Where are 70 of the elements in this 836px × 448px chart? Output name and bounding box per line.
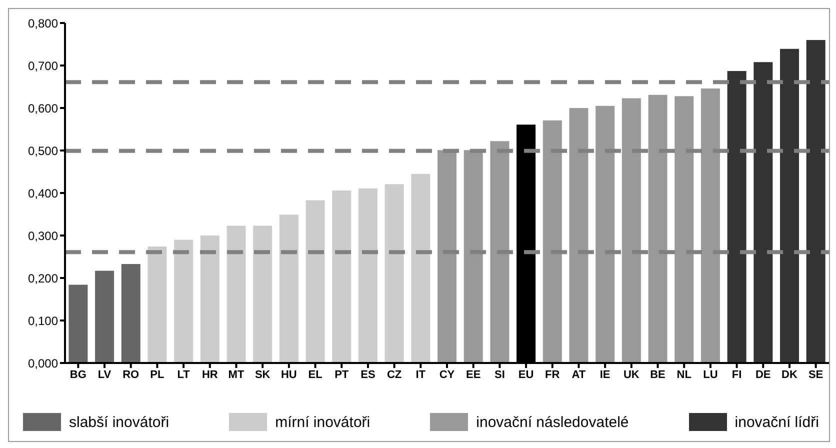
x-tick-label: PL <box>150 368 165 381</box>
bar <box>727 71 746 363</box>
legend-label: slabší inovátoři <box>69 414 170 430</box>
y-tick-label: 0,800 <box>28 16 58 30</box>
y-tick-label: 0,500 <box>28 144 58 158</box>
x-tick-label: EL <box>308 368 323 381</box>
legend-label: inovační následovatelé <box>476 414 629 430</box>
bar <box>384 184 404 363</box>
x-tick-label: BG <box>70 368 86 381</box>
x-tick-label: ES <box>360 368 376 381</box>
x-tick-label: PT <box>334 368 349 381</box>
x-tick-label: DK <box>782 368 798 381</box>
bar <box>648 94 668 363</box>
bar <box>253 226 272 363</box>
x-tick-label: LV <box>98 368 112 381</box>
x-tick-label: BE <box>650 368 666 381</box>
bar <box>780 48 799 363</box>
bar <box>674 96 694 363</box>
x-tick-label: EE <box>466 368 481 381</box>
bar <box>490 141 510 363</box>
y-tick-label: 0,000 <box>28 356 58 370</box>
x-tick-label: SK <box>254 368 270 381</box>
bar <box>622 98 641 363</box>
x-tick-label: IE <box>600 368 610 381</box>
x-tick-label: SI <box>494 368 505 381</box>
x-tick-label: EU <box>518 368 534 381</box>
bar <box>148 246 167 363</box>
bar <box>754 62 773 363</box>
bar <box>121 264 140 363</box>
bar <box>200 236 220 363</box>
x-tick-label: UK <box>623 368 640 381</box>
x-tick-label: CZ <box>386 368 402 381</box>
bar <box>68 284 88 363</box>
x-tick-label: NL <box>676 368 692 381</box>
x-tick-label: FI <box>732 368 742 381</box>
x-tick-label: SE <box>808 368 824 381</box>
bar <box>332 190 352 363</box>
y-tick-label: 0,100 <box>28 314 58 328</box>
y-tick-label: 0,200 <box>28 271 58 286</box>
bar <box>806 40 826 363</box>
x-tick-label: MT <box>228 368 244 381</box>
bar <box>542 120 562 363</box>
bar <box>226 226 246 363</box>
x-tick-label: CY <box>439 368 456 381</box>
y-tick-label: 0,400 <box>28 186 58 200</box>
x-tick-label: IT <box>416 368 426 381</box>
bar <box>174 240 194 363</box>
y-tick-label: 0,300 <box>28 228 58 243</box>
x-tick-label: HR <box>202 368 218 381</box>
bar <box>358 188 378 363</box>
bar <box>438 150 457 363</box>
bar <box>596 106 615 363</box>
x-tick-label: HU <box>280 368 297 381</box>
x-tick-label: LU <box>703 368 718 381</box>
bar <box>306 200 325 363</box>
x-tick-label: LT <box>177 368 190 381</box>
bar <box>569 108 588 363</box>
bar <box>411 174 430 363</box>
bar <box>464 150 483 363</box>
x-tick-label: FR <box>545 368 560 381</box>
x-tick-label: DE <box>755 368 771 381</box>
y-tick-label: 0,700 <box>28 58 58 73</box>
bar <box>279 214 298 363</box>
bar <box>700 88 720 363</box>
legend-label: inovační lídři <box>734 414 819 430</box>
bar <box>95 270 114 363</box>
legend-label: mírní inovátoři <box>275 414 370 430</box>
x-tick-label: RO <box>122 368 140 381</box>
y-tick-label: 0,600 <box>28 101 58 116</box>
x-tick-label: AT <box>572 368 586 381</box>
